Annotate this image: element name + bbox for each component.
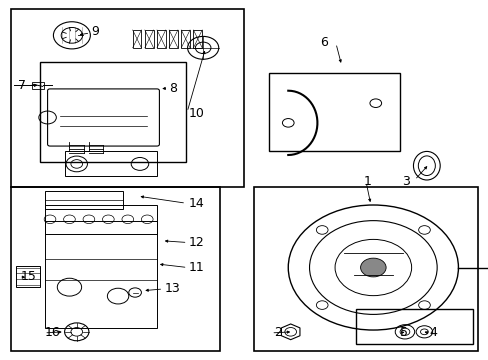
Circle shape <box>360 258 386 277</box>
Text: 14: 14 <box>188 197 204 210</box>
Text: 2: 2 <box>273 327 281 339</box>
Bar <box>45 191 122 208</box>
Text: 12: 12 <box>188 236 204 249</box>
Bar <box>45 221 157 328</box>
Text: 13: 13 <box>164 283 180 296</box>
Text: 9: 9 <box>91 25 99 38</box>
Bar <box>268 73 399 152</box>
Bar <box>64 152 157 176</box>
Text: 3: 3 <box>402 175 409 188</box>
Text: 10: 10 <box>188 107 204 120</box>
Text: 7: 7 <box>19 79 26 92</box>
Bar <box>31 82 43 89</box>
Text: 11: 11 <box>188 261 204 274</box>
Bar <box>193 30 202 48</box>
Text: 4: 4 <box>428 327 436 339</box>
Text: 6: 6 <box>319 36 327 49</box>
Text: 16: 16 <box>45 327 61 339</box>
Bar <box>16 266 40 287</box>
Bar <box>132 30 141 48</box>
Text: 5: 5 <box>399 327 407 339</box>
Text: 8: 8 <box>169 82 177 95</box>
Text: 1: 1 <box>363 175 371 188</box>
Bar <box>157 30 165 48</box>
Bar <box>254 187 477 351</box>
Bar <box>169 30 178 48</box>
Bar <box>45 205 157 234</box>
Bar <box>11 187 220 351</box>
Bar <box>11 9 244 187</box>
Bar <box>356 309 472 344</box>
Bar <box>40 62 186 162</box>
Bar <box>144 30 153 48</box>
Bar <box>181 30 190 48</box>
Text: 15: 15 <box>21 270 37 283</box>
